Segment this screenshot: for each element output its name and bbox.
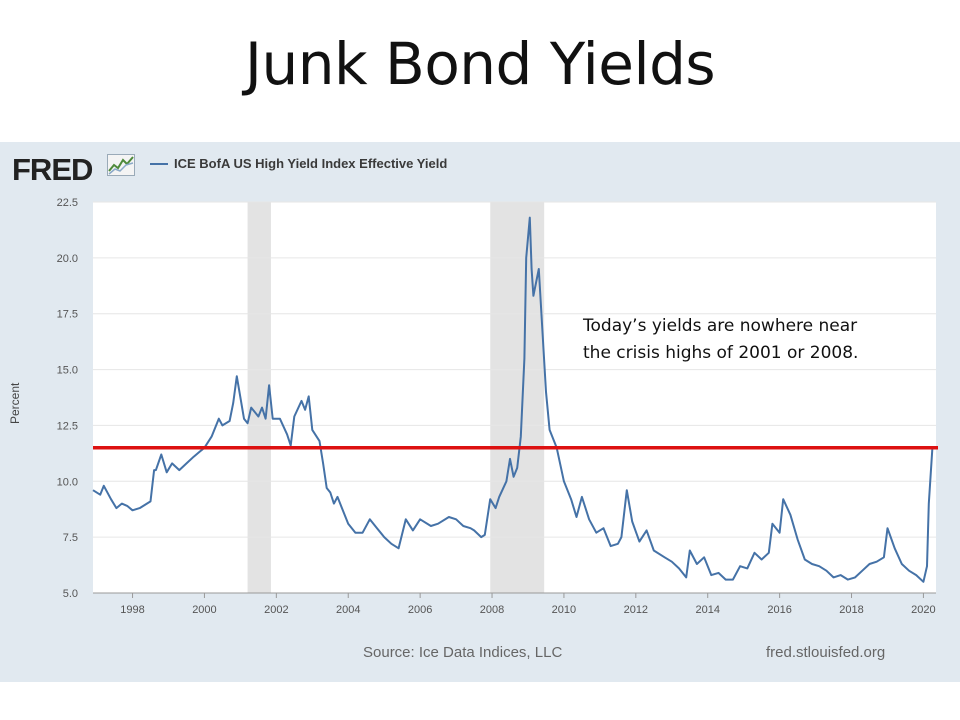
x-tick-label: 2016 (767, 604, 791, 616)
x-tick-label: 2008 (480, 604, 504, 616)
recession-band (247, 202, 271, 593)
legend-swatch (150, 162, 168, 165)
x-tick-label: 2004 (336, 604, 360, 616)
site-link[interactable]: fred.stlouisfed.org (766, 644, 886, 661)
source-note: Source: Ice Data Indices, LLC (363, 644, 563, 661)
x-tick-label: 2014 (695, 604, 719, 616)
x-tick-label: 2000 (192, 604, 216, 616)
x-tick-label: 2012 (624, 604, 648, 616)
x-tick-label: 2002 (264, 604, 288, 616)
y-tick-label: 15.0 (57, 365, 78, 377)
chart-legend[interactable]: ICE BofA US High Yield Index Effective Y… (150, 156, 447, 171)
x-tick-label: 2020 (911, 604, 935, 616)
series-line (92, 216, 934, 583)
y-tick-label: 10.0 (57, 476, 78, 488)
slide-title: Junk Bond Yields (244, 30, 716, 98)
fred-logo[interactable]: FRED (12, 152, 93, 187)
y-tick-label: 7.5 (63, 532, 78, 544)
annotation-text: Today’s yields are nowhere near the cris… (583, 316, 859, 363)
x-tick-label: 2018 (839, 604, 863, 616)
y-tick-label: 22.5 (57, 197, 78, 209)
y-tick-label: 5.0 (63, 588, 78, 600)
y-tick-label: 17.5 (57, 309, 78, 321)
y-tick-label: 12.5 (57, 420, 78, 432)
y-tick-label: 20.0 (57, 253, 78, 265)
legend-series-label: ICE BofA US High Yield Index Effective Y… (174, 156, 448, 171)
x-tick-label: 2010 (552, 604, 576, 616)
x-tick-label: 2006 (408, 604, 432, 616)
recession-band (490, 202, 545, 593)
x-tick-label: 1998 (120, 604, 144, 616)
fred-logo-graph-icon (107, 154, 135, 176)
